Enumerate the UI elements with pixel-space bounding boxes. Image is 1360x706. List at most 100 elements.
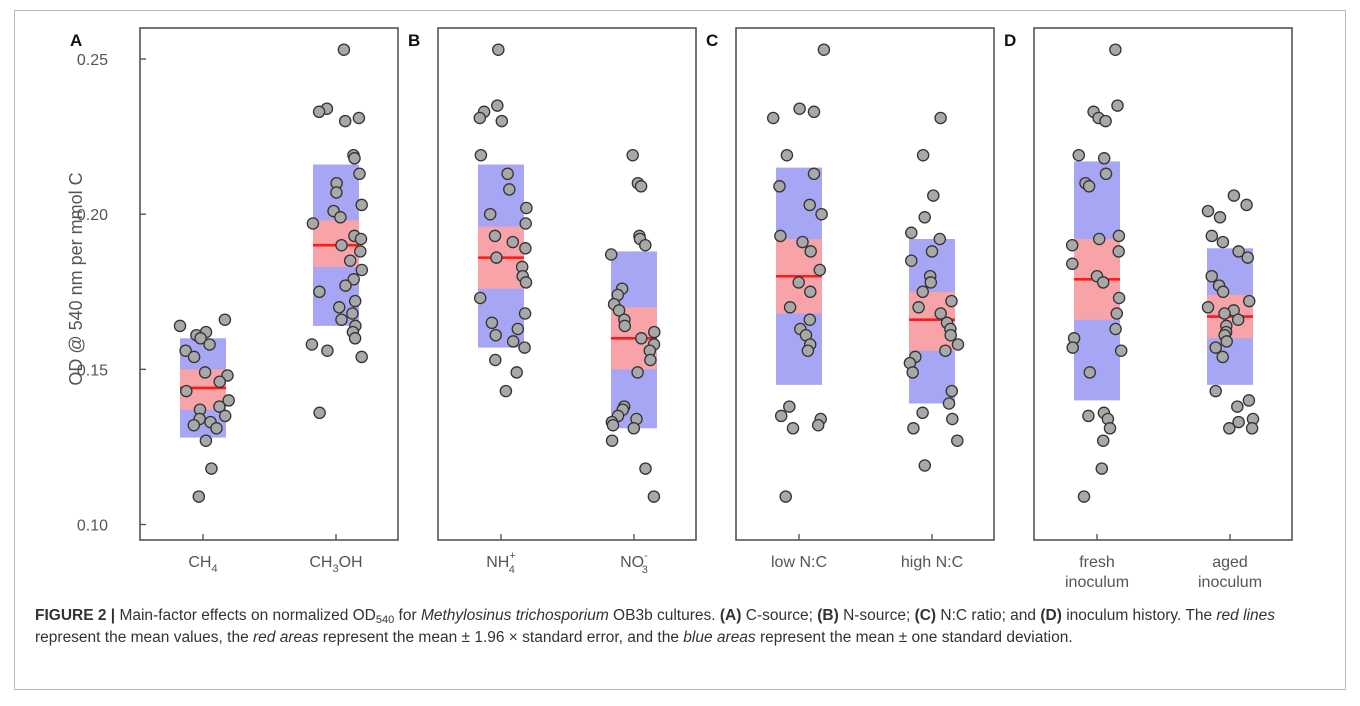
data-point — [905, 254, 918, 267]
data-point — [780, 148, 794, 162]
data-point — [355, 263, 369, 277]
data-point — [815, 207, 828, 221]
data-point — [198, 366, 212, 379]
data-point — [510, 366, 523, 379]
label-suffix: OH — [339, 554, 363, 571]
data-point — [501, 167, 514, 181]
data-point — [916, 406, 929, 420]
panel-a: A CH4 CH3OH — [70, 27, 399, 575]
data-point — [213, 375, 226, 388]
data-point — [1240, 198, 1253, 212]
data-point — [807, 105, 821, 119]
data-point — [473, 291, 487, 305]
data-point — [194, 332, 207, 345]
panel-frame — [735, 27, 995, 541]
data-point — [210, 422, 223, 435]
data-point — [627, 422, 641, 435]
panel-frame — [1033, 27, 1293, 541]
y-tick-label: 0.10 — [77, 517, 108, 534]
data-point — [218, 409, 232, 423]
data-point — [489, 353, 502, 367]
data-point — [1209, 341, 1222, 354]
data-point — [313, 406, 326, 420]
category-label: NO-3 — [620, 550, 648, 576]
data-point — [347, 273, 360, 286]
panel-letter: B — [408, 31, 420, 50]
figure-plot: OD @ 540 nm per mmol C 0.10 0.15 0.20 0.… — [66, 27, 1293, 591]
figure-frame — [14, 10, 1346, 690]
data-point — [924, 276, 938, 289]
label-line2: inoculum — [1198, 574, 1262, 591]
data-point — [634, 180, 648, 193]
data-point — [626, 148, 639, 162]
panel-d: D fresh inoculum aged inoculum — [1004, 27, 1293, 591]
data-point — [639, 238, 652, 252]
y-tick-label: 0.20 — [77, 207, 108, 224]
data-point — [313, 285, 326, 299]
data-point — [1218, 307, 1231, 320]
data-point — [205, 462, 218, 475]
label-superscript: + — [509, 550, 515, 562]
category-label: aged inoculum — [1198, 554, 1262, 591]
data-point — [353, 167, 366, 181]
y-tick-label: 0.25 — [77, 52, 108, 69]
data-point — [906, 366, 919, 379]
category-label: CH4 — [188, 554, 217, 575]
data-point — [934, 111, 947, 125]
category-label: low N:C — [771, 554, 827, 571]
data-point — [817, 43, 831, 56]
data-point — [213, 400, 226, 413]
data-point — [491, 99, 504, 112]
data-point — [187, 350, 201, 364]
data-point — [766, 111, 780, 125]
data-point — [1099, 114, 1112, 128]
data-point — [519, 276, 533, 289]
data-point — [1109, 43, 1122, 56]
data-point — [1112, 291, 1126, 305]
data-point — [1114, 344, 1128, 357]
data-point — [506, 335, 520, 348]
data-point — [1097, 152, 1111, 165]
data-point — [332, 301, 346, 314]
data-point — [489, 328, 502, 342]
data-point — [918, 459, 932, 472]
data-point — [945, 384, 959, 398]
data-point — [506, 235, 520, 249]
data-point — [180, 384, 193, 398]
data-point — [348, 332, 362, 345]
data-point — [945, 294, 958, 308]
data-point — [1223, 422, 1236, 435]
data-point — [618, 319, 632, 333]
data-point — [942, 397, 956, 410]
data-point — [354, 245, 367, 258]
data-point — [774, 409, 788, 423]
data-point — [933, 232, 947, 246]
data-point — [1241, 251, 1254, 264]
data-point — [635, 332, 648, 345]
data-point — [348, 294, 362, 308]
data-point — [1066, 341, 1079, 354]
data-point — [488, 229, 502, 243]
data-point — [918, 211, 931, 224]
data-point — [773, 180, 786, 193]
data-point — [520, 201, 533, 215]
data-point — [334, 211, 347, 224]
data-point — [1216, 285, 1230, 299]
data-point — [199, 434, 213, 447]
data-point — [1227, 189, 1241, 202]
data-point — [912, 301, 925, 314]
data-point — [1112, 229, 1126, 243]
data-point — [330, 186, 343, 199]
data-point — [801, 344, 815, 357]
data-point — [796, 235, 809, 249]
caption-label: FIGURE 2 | — [35, 607, 116, 624]
data-point — [1103, 422, 1117, 435]
data-point — [803, 313, 817, 326]
data-point — [218, 313, 232, 326]
data-point — [321, 344, 334, 357]
label-subscript: 3 — [332, 563, 338, 575]
data-point — [1242, 394, 1256, 407]
data-point — [1066, 257, 1079, 271]
data-point — [939, 344, 952, 357]
data-point — [173, 319, 187, 333]
